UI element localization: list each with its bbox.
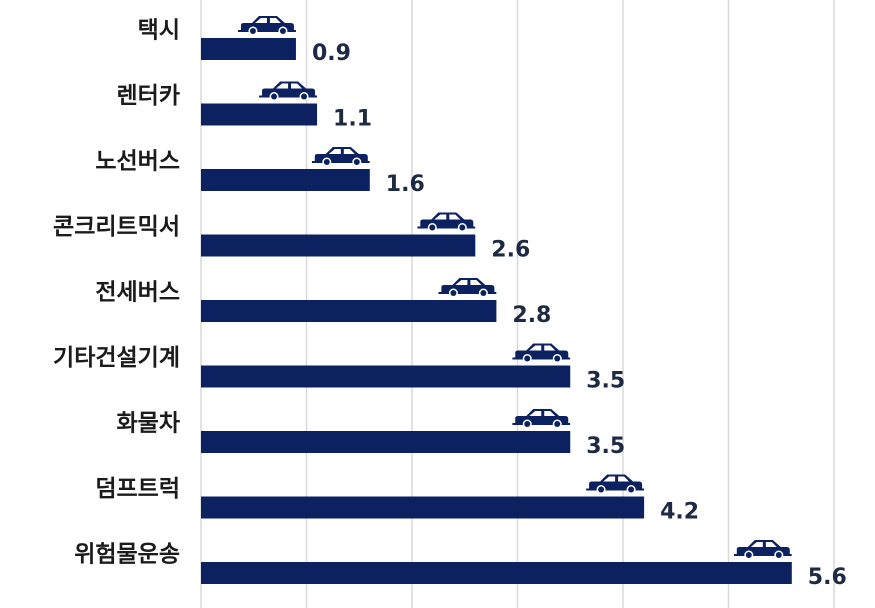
labels: 택시 0.9 렌터카 1.1 노선버스 1.6 콘크리트믹서 2.6 전세버스 2.8 기타건설기계… (53, 18, 847, 591)
value-label: 1.1 (333, 107, 372, 132)
car-icon (417, 212, 476, 232)
category-label: 기타건설기계 (53, 345, 180, 371)
value-label: 1.6 (386, 172, 425, 197)
bar (201, 431, 571, 453)
bar (201, 169, 370, 191)
category-label: 화물차 (117, 411, 180, 437)
category-label: 콘크리트믹서 (53, 214, 180, 240)
value-label: 3.5 (586, 434, 625, 459)
category-label: 택시 (138, 18, 180, 44)
bar (201, 234, 476, 257)
bar (201, 38, 296, 60)
value-label: 4.2 (660, 500, 699, 525)
car-icon (311, 147, 370, 167)
car-icon (237, 16, 296, 36)
value-label: 0.9 (312, 41, 351, 66)
car-icon (438, 278, 497, 298)
bar (201, 103, 318, 126)
bars (201, 38, 792, 584)
bar (201, 300, 497, 322)
value-label: 2.6 (491, 238, 530, 263)
car-icon (586, 474, 645, 494)
value-label: 2.8 (512, 303, 551, 328)
bar (201, 365, 571, 388)
car-icon (259, 81, 318, 101)
category-label: 전세버스 (95, 280, 180, 306)
value-label: 3.5 (586, 369, 625, 394)
category-label: 위험물운송 (74, 542, 180, 568)
bar (201, 496, 645, 519)
bar (201, 562, 792, 584)
car-icon (733, 540, 792, 560)
category-label: 렌터카 (117, 83, 180, 109)
category-label: 노선버스 (95, 149, 180, 175)
car-icons (237, 16, 792, 560)
value-label: 5.6 (808, 565, 847, 590)
car-icon (512, 409, 571, 429)
car-icon (512, 343, 571, 363)
category-label: 덤프트럭 (95, 476, 180, 502)
